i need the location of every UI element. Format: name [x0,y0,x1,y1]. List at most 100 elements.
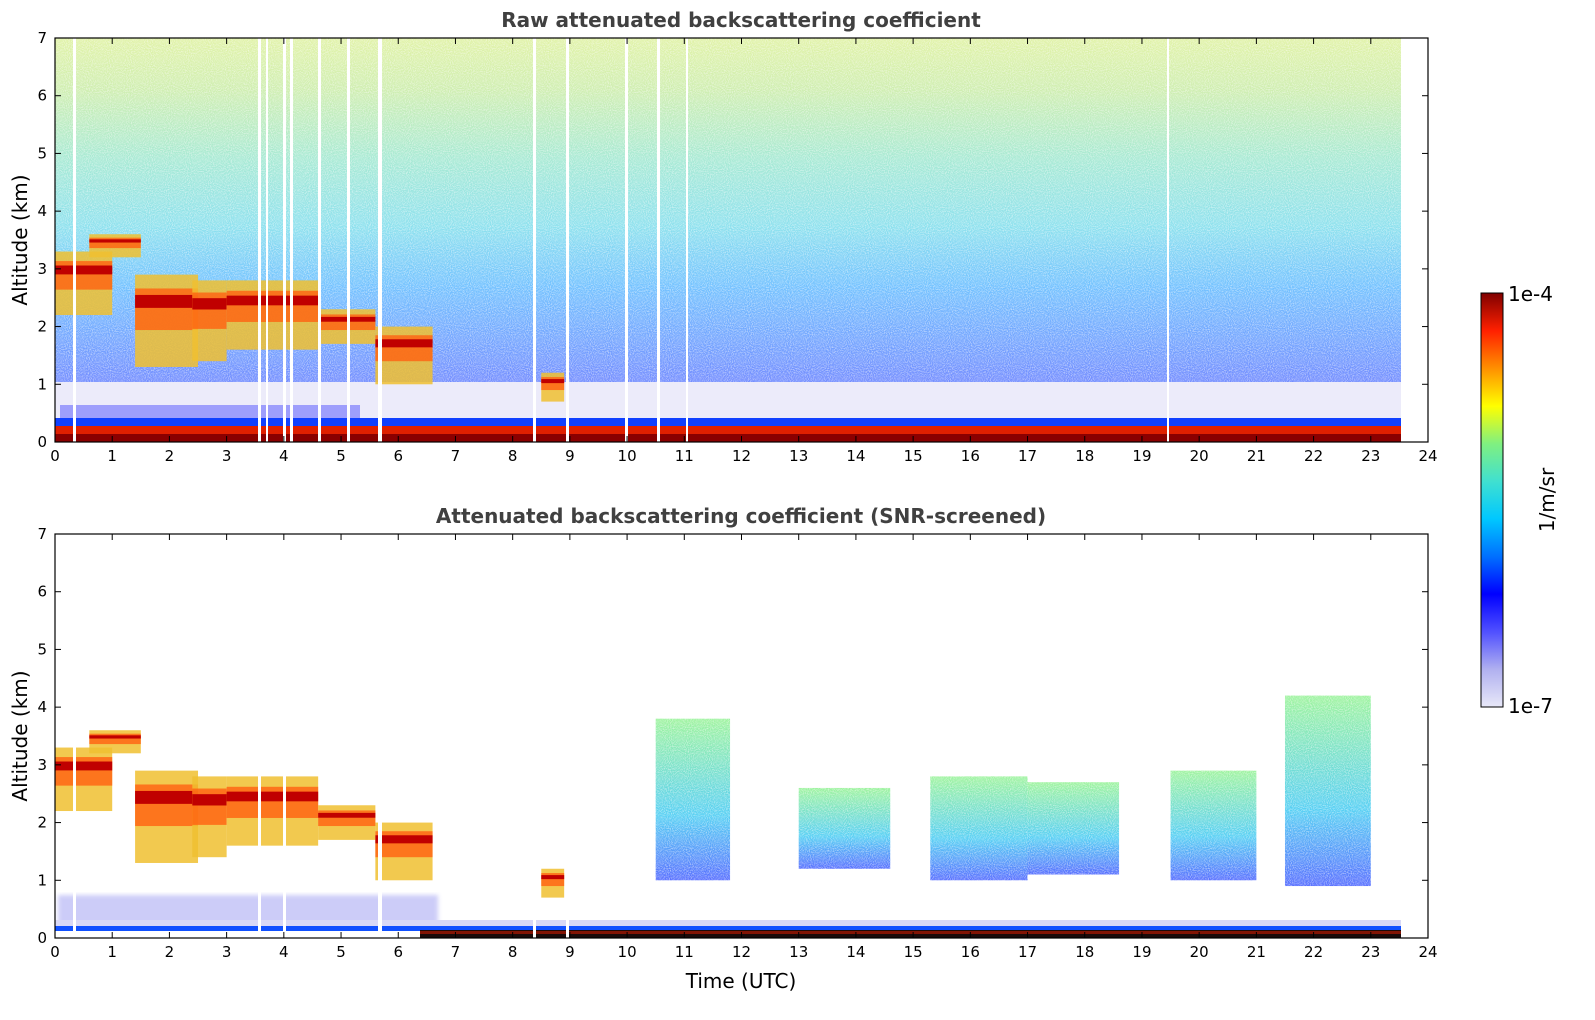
top-cloud-core [192,292,227,329]
x-tick-label: 23 [1361,447,1380,465]
bottom-cloud-peak [541,875,565,880]
top-boundary-layer-blue [55,418,1406,428]
x-tick-label: 22 [1304,943,1323,961]
top-cloud-peak [55,265,113,275]
top-clear-band [55,382,1406,422]
top-cloud-peak [89,239,141,243]
x-tick-label: 22 [1304,447,1323,465]
x-tick-label: 7 [451,447,461,465]
bottom-plot-area [55,534,1428,938]
top-cloud-core [226,290,319,322]
y-tick-label: 3 [37,260,47,278]
bottom-cloud-core [192,788,227,825]
y-tick-label: 0 [37,433,47,451]
x-tick-label: 4 [279,943,289,961]
x-tick-label: 21 [1247,447,1266,465]
bottom-cloud-core [375,831,433,858]
top-cloud-core [375,335,433,362]
bottom-cloud-peak [89,735,141,739]
top-cloud-layers [55,234,565,402]
y-tick-label: 4 [37,202,47,220]
top-panel-title: Raw attenuated backscattering coefficien… [501,8,981,32]
top-cloud-core [135,288,199,331]
top-cloud-peak [135,294,199,308]
bottom-cloud-peak [192,794,227,806]
bottom-cloud-peak [375,835,433,844]
x-tick-label: 0 [50,447,60,465]
x-tick-label: 9 [565,943,575,961]
bottom-cloud-layers [55,730,565,898]
bottom-aerosol-texture [655,718,731,881]
x-tick-label: 24 [1418,943,1437,961]
y-tick-label: 0 [37,929,47,947]
bottom-aerosol-texture [1170,770,1257,881]
x-tick-label: 4 [279,447,289,465]
top-cloud-peak [318,316,376,322]
y-tick-label: 4 [37,698,47,716]
x-tick-label: 16 [961,447,980,465]
x-tick-label: 3 [222,447,232,465]
x-tick-label: 14 [846,943,865,961]
top-cloud-core [541,377,565,391]
bottom-cloud-core [55,757,113,786]
x-tick-label: 12 [732,943,751,961]
x-tick-label: 5 [336,447,346,465]
x-tick-label: 14 [846,447,865,465]
x-tick-label: 6 [393,447,403,465]
x-tick-label: 8 [508,943,518,961]
x-tick-label: 17 [1018,447,1037,465]
top-cloud-core [55,261,113,290]
y-tick-label: 6 [37,87,47,105]
bottom-aerosol-texture [798,787,891,869]
x-tick-label: 8 [508,447,518,465]
x-tick-label: 0 [50,943,60,961]
bottom-xlabel: Time (UTC) [685,969,797,993]
y-tick-label: 2 [37,814,47,832]
y-tick-label: 7 [37,525,47,543]
x-tick-label: 9 [565,447,575,465]
top-axes: 0 1 2 3 4 5 6 7 8 9 10 11 12 13 14 15 16 17 18 19 20 21 22 23 24… [37,29,1437,465]
x-tick-label: 3 [222,943,232,961]
x-tick-label: 1 [107,447,117,465]
x-tick-label: 11 [675,447,694,465]
top-data-gaps [73,38,1169,442]
y-tick-label: 3 [37,756,47,774]
top-cloud-peak [541,379,565,384]
top-cloud-core [89,237,141,249]
top-cloud-peak [375,339,433,348]
top-boundary-layer-red [55,426,1406,435]
x-tick-label: 10 [618,447,637,465]
x-tick-label: 11 [675,943,694,961]
bottom-axes: 0 1 2 3 4 5 6 7 8 9 10 11 12 13 14 15 16 17 18 19 20 21 22 23 24… [37,525,1437,961]
x-tick-label: 16 [961,943,980,961]
x-tick-label: 20 [1190,447,1209,465]
y-tick-label: 1 [37,375,47,393]
y-tick-label: 5 [37,144,47,162]
colorbar-max-label: 1e-4 [1508,282,1553,306]
colorbar-min-label: 1e-7 [1508,694,1553,718]
x-tick-label: 20 [1190,943,1209,961]
x-tick-label: 15 [904,447,923,465]
x-tick-label: 18 [1075,943,1094,961]
x-tick-label: 23 [1361,943,1380,961]
bottom-aerosol-texture [930,776,1028,881]
bottom-aerosol-texture [1027,782,1120,875]
x-tick-label: 2 [165,447,175,465]
top-no-data-region [1401,38,1428,442]
bottom-cloud-peak [318,812,376,818]
x-tick-label: 18 [1075,447,1094,465]
bottom-cloud-core [226,786,319,818]
x-tick-label: 6 [393,943,403,961]
bottom-cloud-core [135,784,199,827]
bottom-aerosol-texture [1284,695,1371,887]
x-tick-label: 12 [732,447,751,465]
top-boundary-layer-dark [55,434,1406,442]
top-ylabel: Altitude (km) [8,174,32,305]
bottom-aerosol-patches [655,695,1371,887]
x-tick-label: 24 [1418,447,1437,465]
bottom-data-gaps [73,534,569,938]
x-tick-label: 13 [789,943,808,961]
y-tick-label: 7 [37,29,47,47]
colorbar-unit-label: 1/m/sr [1535,467,1559,532]
top-plot-area [55,38,1428,442]
